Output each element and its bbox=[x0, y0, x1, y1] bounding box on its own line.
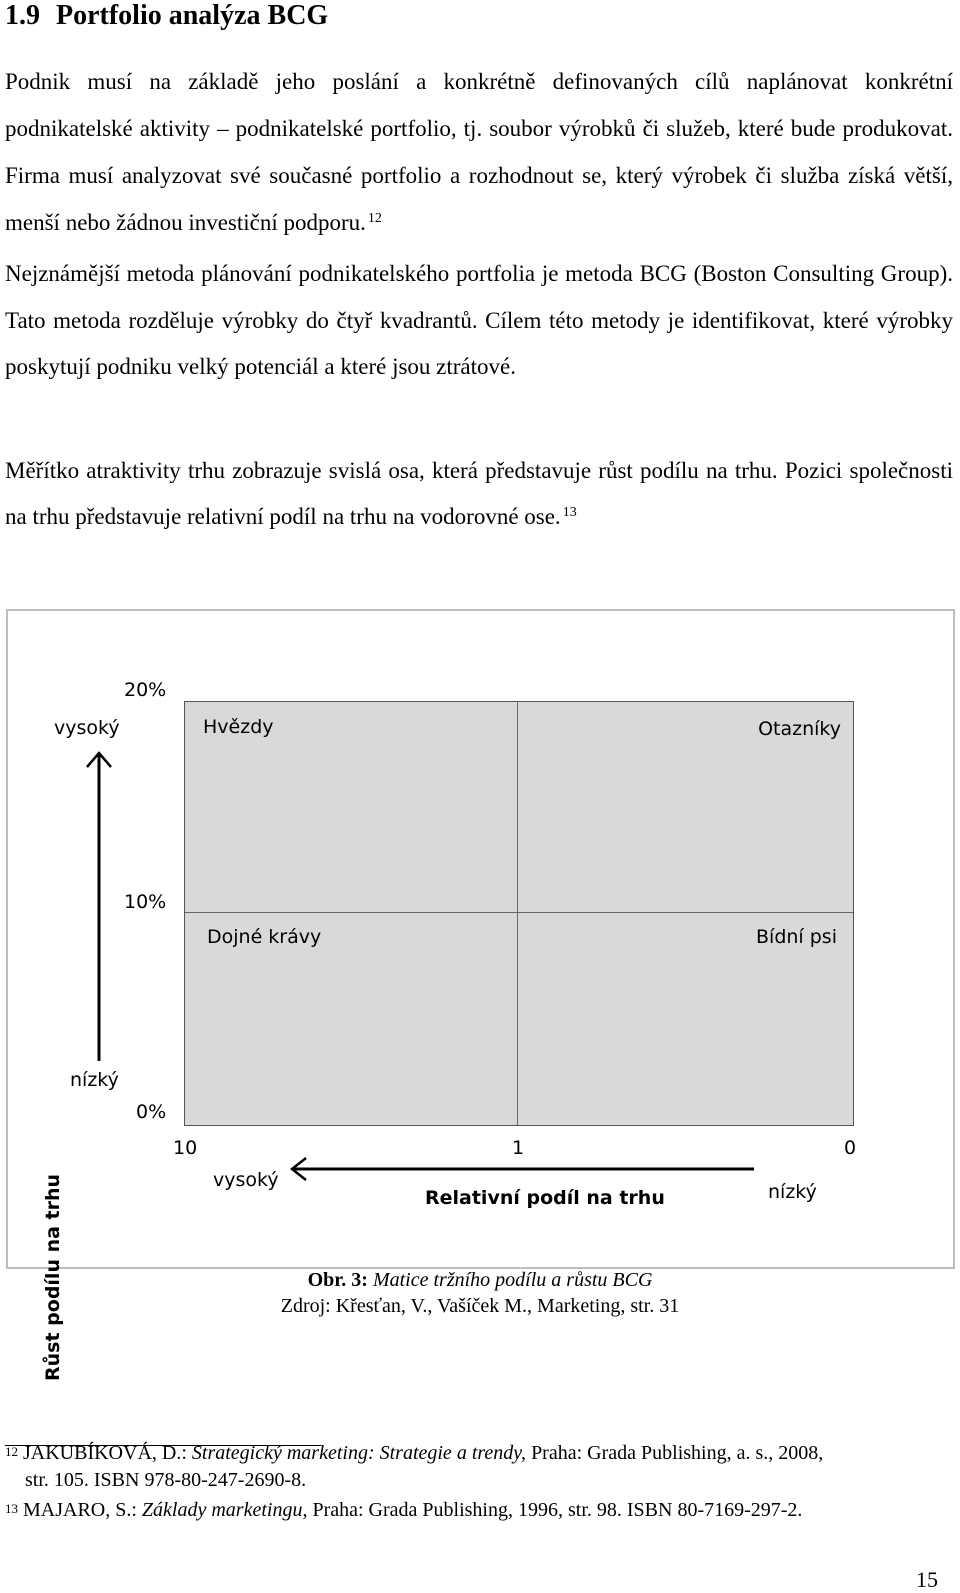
footnote-title: Strategický marketing: Strategie a trend… bbox=[191, 1442, 527, 1464]
footnote-title: Základy marketingu bbox=[141, 1499, 303, 1521]
paragraph-axes: Měřítko atraktivity trhu zobrazuje svisl… bbox=[5, 448, 953, 540]
figure-source: Zdroj: Křesťan, V., Vašíček M., Marketin… bbox=[280, 1295, 680, 1317]
y-axis-arrow bbox=[86, 751, 112, 1061]
caption-label: Obr. 3: bbox=[307, 1269, 368, 1291]
paragraph-text: Měřítko atraktivity trhu zobrazuje svisl… bbox=[5, 458, 953, 529]
footnote-author: MAJARO, S.: bbox=[23, 1499, 137, 1521]
footnote-number: 12 bbox=[5, 1444, 18, 1459]
paragraph-portfolio: Podnik musí na základě jeho poslání a ko… bbox=[5, 58, 953, 246]
footnote-13: 13 MAJARO, S.: Základy marketingu, Praha… bbox=[5, 1497, 945, 1524]
matrix-horizontal-divider bbox=[185, 912, 853, 913]
bcg-matrix-figure: Hvězdy Otazníky Dojné krávy Bídní psi 20… bbox=[6, 609, 955, 1381]
x-tick-10: 10 bbox=[173, 1137, 198, 1159]
y-tick-0: 0% bbox=[136, 1101, 167, 1123]
figure-caption: Obr. 3: Matice tržního podílu a růstu BC… bbox=[0, 1269, 960, 1292]
x-low-label: nízký bbox=[768, 1181, 817, 1203]
footnote-publisher: , Praha: Grada Publishing, 1996, str. 98… bbox=[302, 1499, 803, 1521]
y-tick-20: 20% bbox=[124, 679, 167, 701]
section-heading: 1.9 Portfolio analýza BCG bbox=[5, 0, 328, 34]
footnote-author: JAKUBÍKOVÁ, D.: bbox=[23, 1442, 187, 1464]
x-high-label: vysoký bbox=[213, 1169, 279, 1191]
y-high-label: vysoký bbox=[54, 717, 120, 739]
paragraph-bcg-method: Nejznámější metoda plánování podnikatels… bbox=[5, 251, 953, 391]
quadrant-cash-cows: Dojné krávy bbox=[207, 926, 322, 948]
bcg-matrix-plot: Hvězdy Otazníky Dojné krávy Bídní psi bbox=[184, 701, 854, 1126]
y-low-label: nízký bbox=[70, 1069, 119, 1091]
x-axis-arrow bbox=[289, 1157, 754, 1181]
y-tick-10: 10% bbox=[124, 891, 167, 913]
matrix-vertical-divider bbox=[517, 702, 518, 1125]
footnote-continuation: str. 105. ISBN 978-80-247-2690-8. bbox=[25, 1469, 307, 1491]
footnote-separator bbox=[5, 1445, 321, 1446]
x-tick-0: 0 bbox=[844, 1137, 857, 1159]
paragraph-text: Nejznámější metoda plánování podnikatels… bbox=[5, 261, 953, 379]
section-number: 1.9 bbox=[5, 0, 40, 31]
footnote-number: 13 bbox=[5, 1501, 18, 1516]
page-number: 15 bbox=[916, 1567, 938, 1592]
x-tick-1: 1 bbox=[512, 1137, 525, 1159]
paragraph-text: Podnik musí na základě jeho poslání a ko… bbox=[5, 69, 953, 235]
footnote-ref[interactable]: 13 bbox=[562, 505, 577, 520]
footnote-12: 12 JAKUBÍKOVÁ, D.: Strategický marketing… bbox=[5, 1440, 945, 1494]
footnote-publisher: Praha: Grada Publishing, a. s., 2008, bbox=[531, 1442, 824, 1464]
footnote-ref[interactable]: 12 bbox=[367, 211, 382, 226]
caption-title: Matice tržního podílu a růstu BCG bbox=[372, 1269, 653, 1291]
quadrant-dogs: Bídní psi bbox=[756, 926, 837, 948]
x-axis-title: Relativní podíl na trhu bbox=[425, 1187, 665, 1209]
quadrant-stars: Hvězdy bbox=[203, 716, 274, 738]
section-title: Portfolio analýza BCG bbox=[56, 0, 329, 31]
quadrant-question-marks: Otazníky bbox=[758, 718, 841, 740]
